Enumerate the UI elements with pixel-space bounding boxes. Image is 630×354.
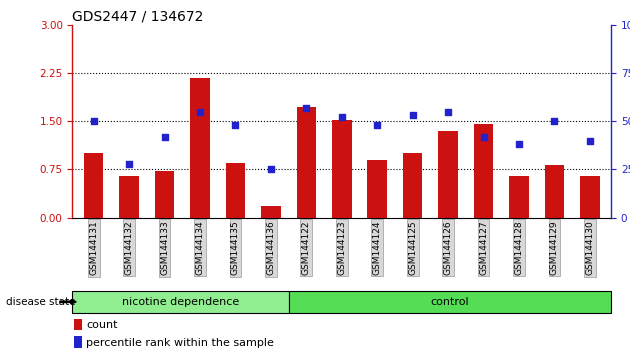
- Text: count: count: [86, 320, 118, 330]
- Point: [301, 105, 311, 110]
- Point: [336, 115, 346, 120]
- Point: [514, 142, 524, 147]
- Bar: [545, 165, 564, 218]
- Text: control: control: [430, 297, 469, 307]
- Text: nicotine dependence: nicotine dependence: [122, 297, 239, 307]
- Bar: [155, 171, 175, 218]
- Bar: [120, 176, 139, 218]
- Point: [549, 118, 559, 124]
- Bar: [226, 163, 245, 218]
- Point: [266, 167, 276, 172]
- Bar: [261, 206, 280, 218]
- Bar: [438, 131, 458, 218]
- Point: [372, 122, 382, 128]
- Point: [443, 109, 453, 114]
- Bar: [580, 176, 600, 218]
- Point: [231, 122, 241, 128]
- Bar: [403, 153, 422, 218]
- Bar: [74, 319, 82, 330]
- Bar: [367, 160, 387, 218]
- Point: [159, 134, 169, 139]
- Bar: [84, 153, 103, 218]
- Point: [479, 134, 489, 139]
- Bar: [297, 107, 316, 218]
- Bar: [74, 336, 82, 348]
- Bar: [332, 120, 352, 218]
- Bar: [289, 291, 611, 313]
- Bar: [72, 291, 289, 313]
- Point: [195, 109, 205, 114]
- Bar: [474, 125, 493, 218]
- Point: [124, 161, 134, 166]
- Text: disease state: disease state: [6, 297, 76, 307]
- Bar: [509, 176, 529, 218]
- Point: [585, 138, 595, 143]
- Bar: [190, 78, 210, 218]
- Point: [89, 118, 99, 124]
- Text: percentile rank within the sample: percentile rank within the sample: [86, 338, 274, 348]
- Text: GDS2447 / 134672: GDS2447 / 134672: [72, 10, 204, 24]
- Point: [408, 113, 418, 118]
